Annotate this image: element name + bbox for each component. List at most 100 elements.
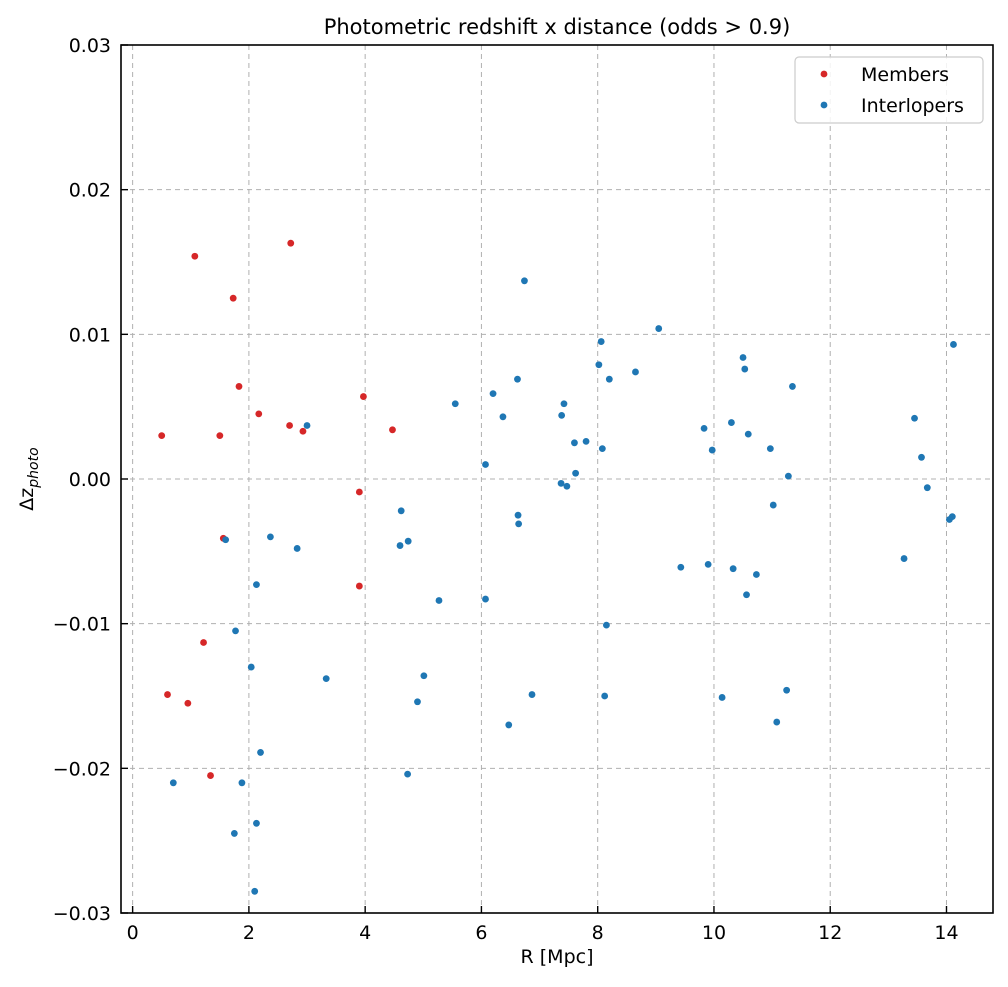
data-point — [571, 439, 578, 447]
data-point — [222, 536, 230, 544]
y-axis-label-base: Δz — [16, 488, 38, 511]
data-point — [911, 414, 918, 422]
data-point — [572, 469, 580, 477]
data-point — [184, 699, 192, 707]
data-point — [597, 338, 605, 345]
data-point — [355, 582, 363, 590]
data-point — [744, 430, 752, 438]
data-point — [355, 488, 363, 496]
data-point — [560, 400, 568, 408]
data-point — [207, 772, 214, 779]
data-point — [766, 445, 774, 453]
x-tick-label: 14 — [934, 922, 958, 944]
x-tick-label: 0 — [127, 922, 139, 944]
data-point — [677, 563, 685, 571]
data-point — [499, 413, 507, 421]
data-point — [404, 537, 412, 545]
data-point — [404, 770, 411, 778]
data-point — [251, 887, 259, 895]
chart-title: Photometric redshift x distance (odds > … — [324, 15, 791, 39]
data-point — [728, 419, 735, 426]
data-point — [451, 400, 459, 408]
legend-marker-members — [820, 70, 828, 78]
data-point — [514, 375, 521, 383]
legend-label-members: Members — [861, 64, 949, 86]
data-point — [396, 542, 404, 549]
data-point — [505, 721, 513, 729]
data-point — [293, 545, 301, 552]
data-point — [603, 621, 610, 629]
data-point — [729, 565, 737, 573]
data-point — [435, 597, 443, 604]
series-members — [158, 239, 396, 779]
data-point — [700, 424, 708, 432]
data-point — [414, 698, 421, 706]
data-point — [255, 410, 263, 418]
data-point — [191, 252, 199, 260]
data-point — [783, 686, 791, 694]
data-point — [360, 393, 367, 400]
data-point — [322, 675, 330, 683]
data-point — [200, 639, 207, 646]
data-point — [253, 581, 260, 589]
data-point — [528, 691, 536, 698]
legend-marker-interlopers — [820, 101, 828, 109]
x-tick-label: 10 — [702, 922, 726, 944]
data-point — [784, 472, 792, 480]
data-point — [286, 422, 293, 429]
data-point — [257, 749, 264, 756]
data-point — [420, 672, 428, 680]
data-point — [164, 691, 171, 698]
y-tick-label: −0.03 — [53, 903, 111, 925]
data-point — [718, 694, 726, 701]
data-point — [708, 446, 716, 454]
data-point — [743, 591, 750, 599]
data-point — [299, 427, 307, 435]
data-point — [521, 277, 528, 285]
y-tick-label: 0.02 — [69, 180, 111, 202]
data-point — [769, 501, 777, 509]
data-point — [482, 595, 489, 603]
data-point — [230, 830, 238, 837]
data-point — [169, 779, 177, 787]
data-point — [601, 692, 609, 700]
data-point — [267, 533, 274, 541]
data-point — [247, 663, 255, 671]
data-point — [514, 511, 522, 519]
data-point — [489, 390, 497, 398]
data-points — [158, 239, 957, 895]
data-point — [238, 779, 246, 787]
y-tick-label: −0.02 — [53, 758, 111, 780]
data-point — [389, 426, 396, 434]
data-point — [515, 520, 523, 528]
data-point — [900, 555, 908, 562]
data-point — [789, 383, 796, 390]
x-tick-label: 4 — [359, 922, 371, 944]
data-point — [158, 432, 166, 439]
y-axis-label-subscript: photo — [26, 447, 42, 488]
data-point — [216, 432, 224, 439]
data-point — [235, 383, 243, 390]
legend-box — [794, 56, 984, 124]
data-point — [704, 560, 712, 568]
data-point — [253, 819, 260, 827]
y-tick-label: 0.00 — [69, 469, 111, 491]
y-axis-label: Δzphoto — [16, 447, 42, 510]
data-point — [563, 482, 571, 490]
data-point — [739, 354, 747, 361]
x-tick-label: 6 — [475, 922, 487, 944]
y-tick-label: −0.01 — [53, 614, 111, 636]
y-tick-label: 0.03 — [69, 35, 111, 57]
grid-lines — [121, 45, 993, 913]
y-tick-label: 0.01 — [69, 324, 111, 346]
data-point — [582, 437, 590, 445]
legend: Members Interlopers — [794, 56, 984, 124]
data-point — [397, 507, 405, 515]
data-point — [558, 411, 566, 419]
data-point — [605, 375, 613, 383]
data-point — [950, 341, 957, 348]
data-point — [773, 718, 781, 726]
data-point — [229, 294, 237, 302]
